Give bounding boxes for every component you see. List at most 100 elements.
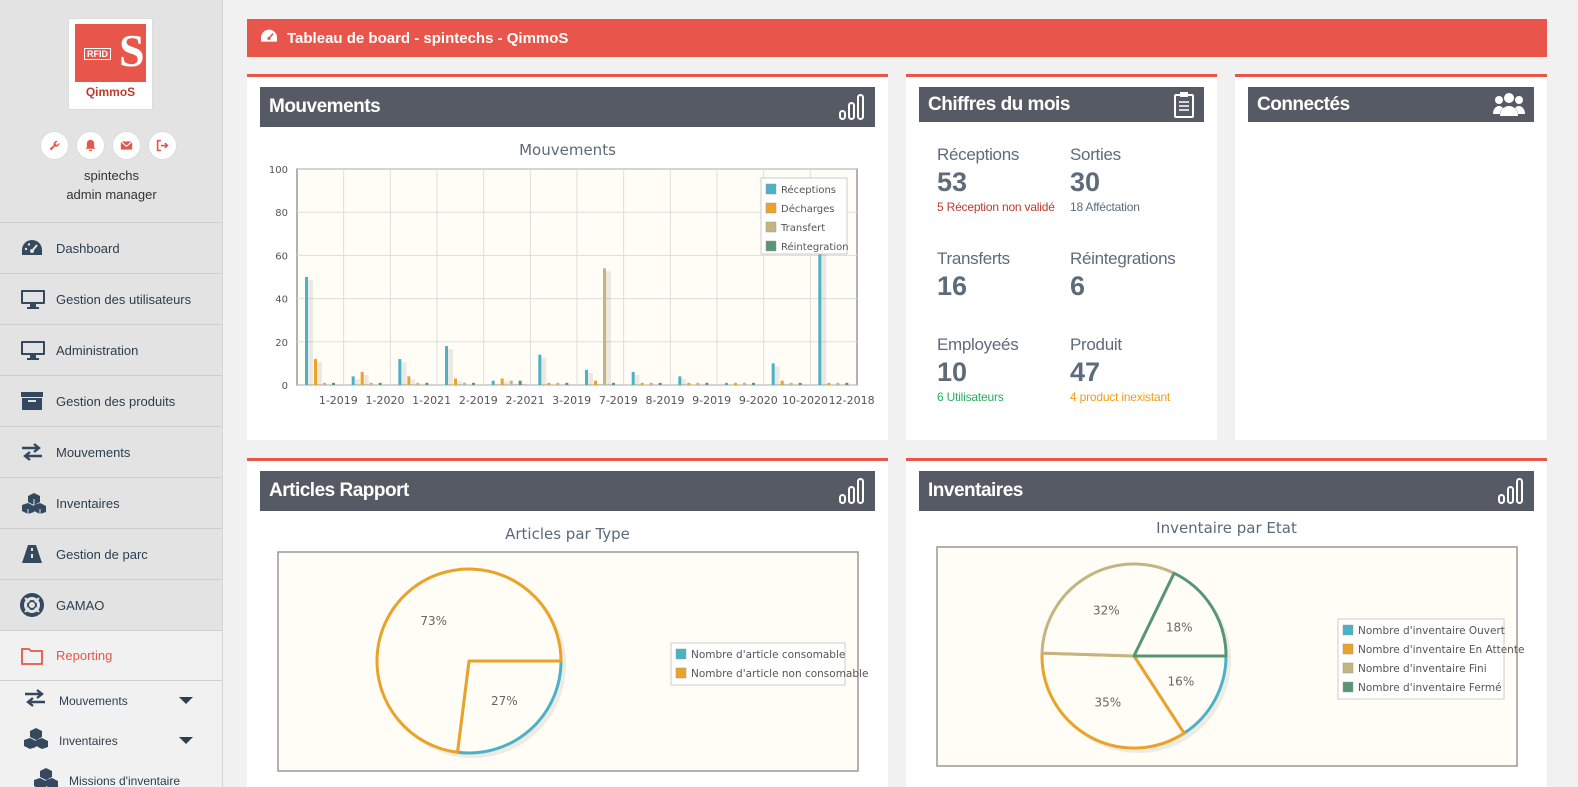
pie-slice (1040, 651, 1186, 750)
bar-shadow (401, 362, 407, 385)
sidebar-item-administration[interactable]: Administration (0, 324, 222, 375)
users-icon[interactable] (1493, 90, 1525, 124)
sidebar-item-mouvements[interactable]: Mouvements (0, 426, 222, 477)
bar (743, 382, 746, 385)
pie-slice (455, 659, 563, 755)
panel-title: Articles Rapport (269, 480, 409, 501)
sidebar-item-reporting[interactable]: Reporting (0, 630, 222, 681)
sidebar-item-dashboard[interactable]: Dashboard (0, 222, 222, 273)
bar-shadow (783, 383, 789, 385)
bar-shadow (354, 379, 360, 385)
monitor-icon (20, 339, 48, 361)
sidebar-subitem-missions[interactable]: Missions d'inventaire (0, 761, 222, 787)
page-title: Tableau de board - spintechs - QimmoS (287, 29, 569, 47)
stat-sub: 5 Réception non validé (937, 200, 1055, 214)
monitor-icon (20, 288, 48, 310)
stat-value: 10 (937, 357, 968, 387)
bar (725, 382, 728, 385)
bar (631, 372, 635, 385)
wrench-icon[interactable] (40, 131, 69, 160)
bar-chart-icon[interactable] (838, 477, 866, 511)
envelope-icon[interactable] (112, 131, 141, 160)
bar (594, 380, 597, 385)
stat-value: 53 (937, 167, 968, 197)
legend-swatch (1342, 624, 1354, 636)
bar (585, 369, 588, 385)
x-tick-label: 7-2019 (599, 394, 638, 407)
stat-label: Produit (1070, 335, 1122, 354)
sidebar-item-products[interactable]: Gestion des produits (0, 375, 222, 426)
legend-swatch (765, 221, 777, 233)
sidebar-nav: Dashboard Gestion des utilisateurs Admin… (0, 222, 222, 787)
slice-label: 35% (1094, 695, 1121, 709)
bar-shadow (521, 383, 527, 385)
stat-label: Sorties (1070, 145, 1121, 164)
bar-shadow (448, 349, 453, 385)
stat-receptions: Réceptions 53 5 Réception non validé (937, 145, 1055, 214)
bar (332, 382, 335, 385)
sidebar-item-inventaires[interactable]: Inventaires (0, 477, 222, 528)
sidebar-item-label: Gestion de parc (56, 546, 148, 562)
sidebar-subitem-mouvements[interactable]: Mouvements (0, 681, 222, 721)
bar (678, 376, 682, 385)
x-tick-label: 8-2019 (646, 394, 685, 407)
bar (565, 382, 569, 385)
bar (798, 382, 802, 385)
dashboard-icon (20, 237, 48, 259)
x-tick-label: 9-2020 (739, 394, 778, 407)
bar (780, 380, 784, 385)
stat-sub: 4 product inexistant (1070, 390, 1171, 404)
chevron-down-icon[interactable] (179, 697, 193, 704)
user-name: spintechs (84, 168, 139, 183)
bell-icon[interactable] (76, 131, 105, 160)
bar-chart-icon[interactable] (838, 93, 866, 127)
x-tick-label: 1-2019 (319, 394, 358, 407)
bar-shadow (363, 375, 369, 385)
legend-label: Décharges (781, 203, 834, 215)
sidebar-subitem-inventaires[interactable]: Inventaires (0, 721, 222, 761)
legend-label: Réintegration (781, 241, 849, 253)
app-logo[interactable]: RFID S QimmoS (68, 18, 153, 110)
panel-inventaires: Inventaires Inventaire par Etat 16% 35% 32… (906, 458, 1547, 787)
bar (734, 382, 737, 385)
sidebar-item-users[interactable]: Gestion des utilisateurs (0, 273, 222, 324)
bar-shadow (634, 375, 640, 385)
bar (538, 354, 542, 385)
bar (752, 382, 755, 385)
chevron-down-icon[interactable] (179, 737, 193, 744)
legend-swatch (675, 648, 687, 660)
stat-label: Employeés (937, 335, 1019, 354)
bar-shadow (410, 379, 416, 385)
bar (556, 382, 560, 385)
bar-shadow (457, 381, 462, 385)
bar-shadow (308, 280, 313, 385)
x-tick-label: 10-2020 (782, 394, 828, 407)
stat-value: 6 (1070, 271, 1086, 301)
legend-swatch (765, 183, 777, 195)
exchange-icon (22, 688, 52, 714)
bar-shadow (606, 271, 611, 385)
clipboard-icon[interactable] (1173, 91, 1195, 125)
bar (378, 382, 382, 385)
bar (445, 346, 448, 385)
bar (472, 382, 475, 385)
road-icon (20, 543, 48, 565)
sidebar-item-parc[interactable]: Gestion de parc (0, 528, 222, 579)
bar (518, 380, 522, 385)
bar-shadow (541, 357, 547, 385)
sidebar-subitem-label: Mouvements (59, 694, 128, 708)
bar-chart-icon[interactable] (1497, 477, 1525, 511)
x-tick-label: 9-2019 (692, 394, 731, 407)
bar-shadow (317, 362, 322, 385)
sidebar-item-gamao[interactable]: GAMAO (0, 579, 222, 630)
panel-header: Mouvements (260, 87, 875, 127)
pie-slice (1132, 571, 1228, 658)
x-tick-label: 3-2019 (552, 394, 591, 407)
slice-label: 73% (420, 614, 447, 628)
panel-title: Connectés (1257, 93, 1350, 115)
sidebar-item-label: Administration (56, 342, 139, 358)
sign-out-icon[interactable] (148, 131, 177, 160)
bar (612, 382, 615, 385)
panel-header: Inventaires (919, 471, 1534, 511)
bar (407, 376, 411, 385)
